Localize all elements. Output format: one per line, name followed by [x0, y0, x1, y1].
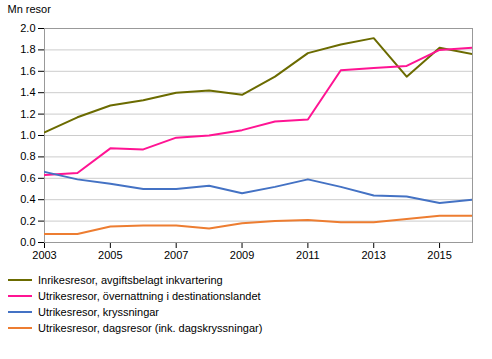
svg-text:2005: 2005 [98, 249, 122, 261]
svg-text:2011: 2011 [296, 249, 320, 261]
svg-text:0.2: 0.2 [20, 215, 35, 227]
svg-text:0.0: 0.0 [20, 236, 35, 248]
html-text:Utrikesresor, dagsresor (ink.: Utrikesresor, dagsresor (ink. dagskryssn… [38, 322, 263, 334]
svg-text:1.4: 1.4 [20, 86, 35, 98]
html-text:Utrikesresor, kryssningar: Utrikesresor, kryssningar [38, 306, 159, 318]
svg-text:0.6: 0.6 [20, 172, 35, 184]
svg-text:0.8: 0.8 [20, 150, 35, 162]
html-text:Utrikesresor, övernattning i d: Utrikesresor, övernattning i destination… [38, 290, 261, 302]
svg-text:2.0: 2.0 [20, 22, 35, 34]
svg-text:1.8: 1.8 [20, 43, 35, 55]
html-text:Inrikesresor, avgiftsbelagt in: Inrikesresor, avgiftsbelagt inkvartering [38, 274, 223, 286]
svg-text:2009: 2009 [230, 249, 254, 261]
svg-text:Mn resor: Mn resor [8, 3, 52, 15]
svg-text:2015: 2015 [427, 249, 451, 261]
svg-text:1.6: 1.6 [20, 65, 35, 77]
svg-text:2013: 2013 [361, 249, 385, 261]
svg-text:2003: 2003 [32, 249, 56, 261]
svg-text:0.4: 0.4 [20, 193, 35, 205]
svg-text:1.0: 1.0 [20, 129, 35, 141]
svg-text:1.2: 1.2 [20, 108, 35, 120]
svg-text:2007: 2007 [164, 249, 188, 261]
